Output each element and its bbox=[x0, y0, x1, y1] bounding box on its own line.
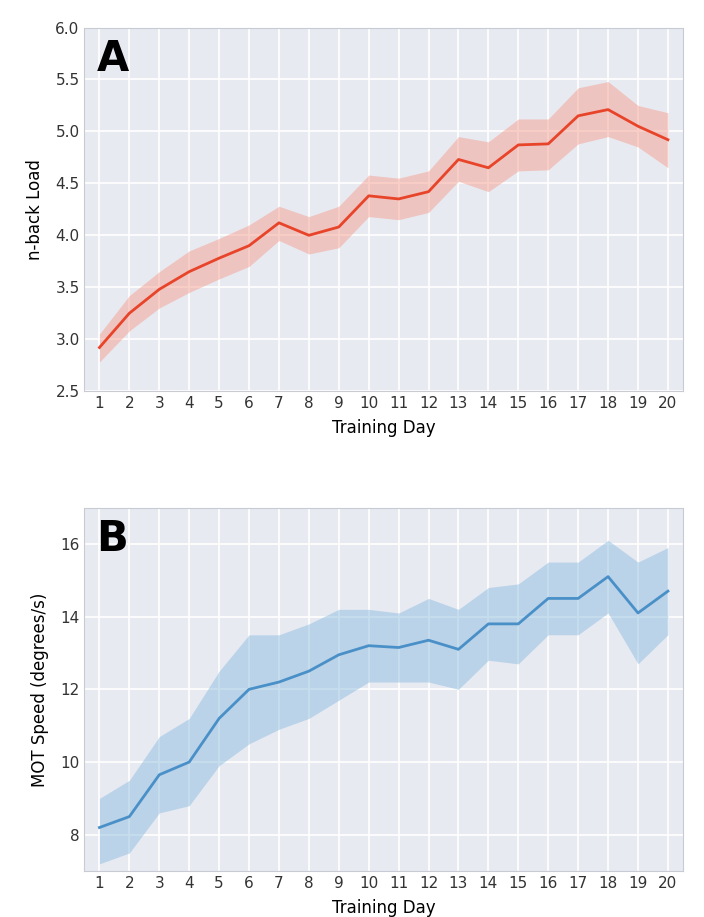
Y-axis label: MOT Speed (degrees/s): MOT Speed (degrees/s) bbox=[31, 592, 49, 787]
Y-axis label: n-back Load: n-back Load bbox=[26, 159, 44, 260]
Text: B: B bbox=[96, 518, 128, 560]
Text: A: A bbox=[96, 39, 129, 81]
X-axis label: Training Day: Training Day bbox=[332, 419, 436, 437]
X-axis label: Training Day: Training Day bbox=[332, 900, 436, 917]
